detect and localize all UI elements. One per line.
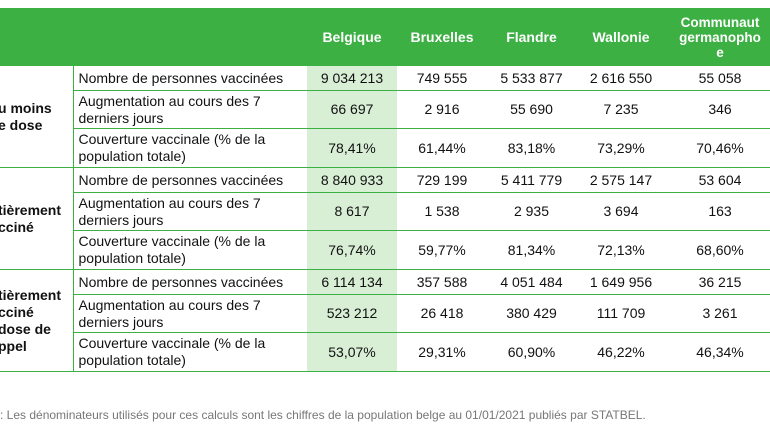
cell-wallonie: 73,29% <box>576 128 666 168</box>
header-label <box>73 8 307 66</box>
row-label: Couverture vaccinale (% de la population… <box>72 332 307 372</box>
row-label: Augmentation au cours des 7 derniers jou… <box>72 192 307 231</box>
cell-bruxelles: 26 418 <box>397 294 487 333</box>
cell-flandre: 60,90% <box>487 332 576 372</box>
group-label: tièrement cciné <box>0 167 73 270</box>
cell-wallonie: 1 649 956 <box>576 269 666 295</box>
cell-communaute: 46,34% <box>666 332 770 372</box>
table-row: tièrement cciné dose de ppel Nombre de perso… <box>0 269 770 372</box>
cell-communaute: 163 <box>666 192 770 231</box>
cell-flandre: 83,18% <box>487 128 576 168</box>
row-label: Nombre de personnes vaccinées <box>72 167 307 193</box>
cell-belgique: 66 697 <box>307 90 397 129</box>
header-flandre: Flandre <box>487 8 576 66</box>
cell-bruxelles: 2 916 <box>397 90 487 129</box>
cell-bruxelles: 61,44% <box>397 128 487 168</box>
cell-flandre: 5 411 779 <box>487 167 576 193</box>
cell-belgique: 9 034 213 <box>307 66 397 91</box>
cell-bruxelles: 729 199 <box>397 167 487 193</box>
row-label: Augmentation au cours des 7 derniers jou… <box>72 294 307 333</box>
header-bruxelles: Bruxelles <box>397 8 487 66</box>
row-label: Augmentation au cours des 7 derniers jou… <box>72 90 307 129</box>
cell-wallonie: 7 235 <box>576 90 666 129</box>
cell-flandre: 81,34% <box>487 230 576 270</box>
header-communaute: Communaut germanopho e <box>666 8 770 66</box>
cell-communaute: 346 <box>666 90 770 129</box>
cell-wallonie: 46,22% <box>576 332 666 372</box>
table-row: Augmentation au cours des 7 derniers jou… <box>0 294 770 333</box>
group-label-line: ppel <box>0 337 27 354</box>
row-label: Nombre de personnes vaccinées <box>72 269 307 295</box>
table-row: tièrement cciné Nombre de personnes vaccin… <box>0 167 770 270</box>
cell-communaute: 70,46% <box>666 128 770 168</box>
cell-flandre: 380 429 <box>487 294 576 333</box>
cell-communaute: 3 261 <box>666 294 770 333</box>
cell-belgique: 8 840 933 <box>307 167 397 193</box>
cell-communaute: 36 215 <box>666 269 770 295</box>
table-row: Augmentation au cours des 7 derniers jou… <box>0 90 770 129</box>
group-label-line: tièrement <box>0 286 62 303</box>
header-belgique: Belgique <box>307 8 397 66</box>
group-label-line: cciné <box>0 218 34 235</box>
cell-flandre: 4 051 484 <box>487 269 576 295</box>
cell-belgique: 6 114 134 <box>307 269 397 295</box>
cell-bruxelles: 357 588 <box>397 269 487 295</box>
cell-communaute: 53 604 <box>666 167 770 193</box>
cell-belgique: 78,41% <box>307 128 397 168</box>
cell-communaute: 55 058 <box>666 66 770 91</box>
group-label: tièrement cciné dose de ppel <box>0 269 73 372</box>
cell-flandre: 2 935 <box>487 192 576 231</box>
cell-belgique: 76,74% <box>307 230 397 270</box>
row-label: Couverture vaccinale (% de la population… <box>72 230 307 270</box>
group-label-line: tièrement <box>0 201 62 218</box>
cell-wallonie: 2 616 550 <box>576 66 666 91</box>
table-row: Couverture vaccinale (% de la population… <box>0 128 770 168</box>
row-label: Nombre de personnes vaccinées <box>72 66 307 91</box>
group-label-line: cciné <box>0 303 34 320</box>
group-label: u moins e dose <box>0 66 73 168</box>
cell-wallonie: 3 694 <box>576 192 666 231</box>
cell-wallonie: 111 709 <box>576 294 666 333</box>
cell-belgique: 8 617 <box>307 192 397 231</box>
cell-bruxelles: 1 538 <box>397 192 487 231</box>
cell-communaute: 68,60% <box>666 230 770 270</box>
header-group <box>0 8 74 66</box>
cell-bruxelles: 29,31% <box>397 332 487 372</box>
header-row: Belgique Bruxelles Flandre Wallonie Comm… <box>0 8 770 66</box>
cell-wallonie: 72,13% <box>576 230 666 270</box>
cell-bruxelles: 749 555 <box>397 66 487 91</box>
cell-flandre: 55 690 <box>487 90 576 129</box>
group-label-line: e dose <box>0 116 43 133</box>
table-row: Couverture vaccinale (% de la population… <box>0 230 770 270</box>
table-row: Augmentation au cours des 7 derniers jou… <box>0 192 770 231</box>
cell-belgique: 53,07% <box>307 332 397 372</box>
header-wallonie: Wallonie <box>576 8 666 66</box>
footnote: : Les dénominateurs utilisés pour ces ca… <box>0 408 646 422</box>
vaccination-table: Belgique Bruxelles Flandre Wallonie Comm… <box>0 8 770 372</box>
cell-belgique: 523 212 <box>307 294 397 333</box>
cell-bruxelles: 59,77% <box>397 230 487 270</box>
table-row: Couverture vaccinale (% de la population… <box>0 332 770 372</box>
cell-flandre: 5 533 877 <box>487 66 576 91</box>
row-label: Couverture vaccinale (% de la population… <box>72 128 307 168</box>
group-label-line: dose de <box>0 320 51 337</box>
table-row: u moins e dose Nombre de personnes vacciné… <box>0 66 770 168</box>
group-label-line: u moins <box>0 99 52 116</box>
cell-wallonie: 2 575 147 <box>576 167 666 193</box>
